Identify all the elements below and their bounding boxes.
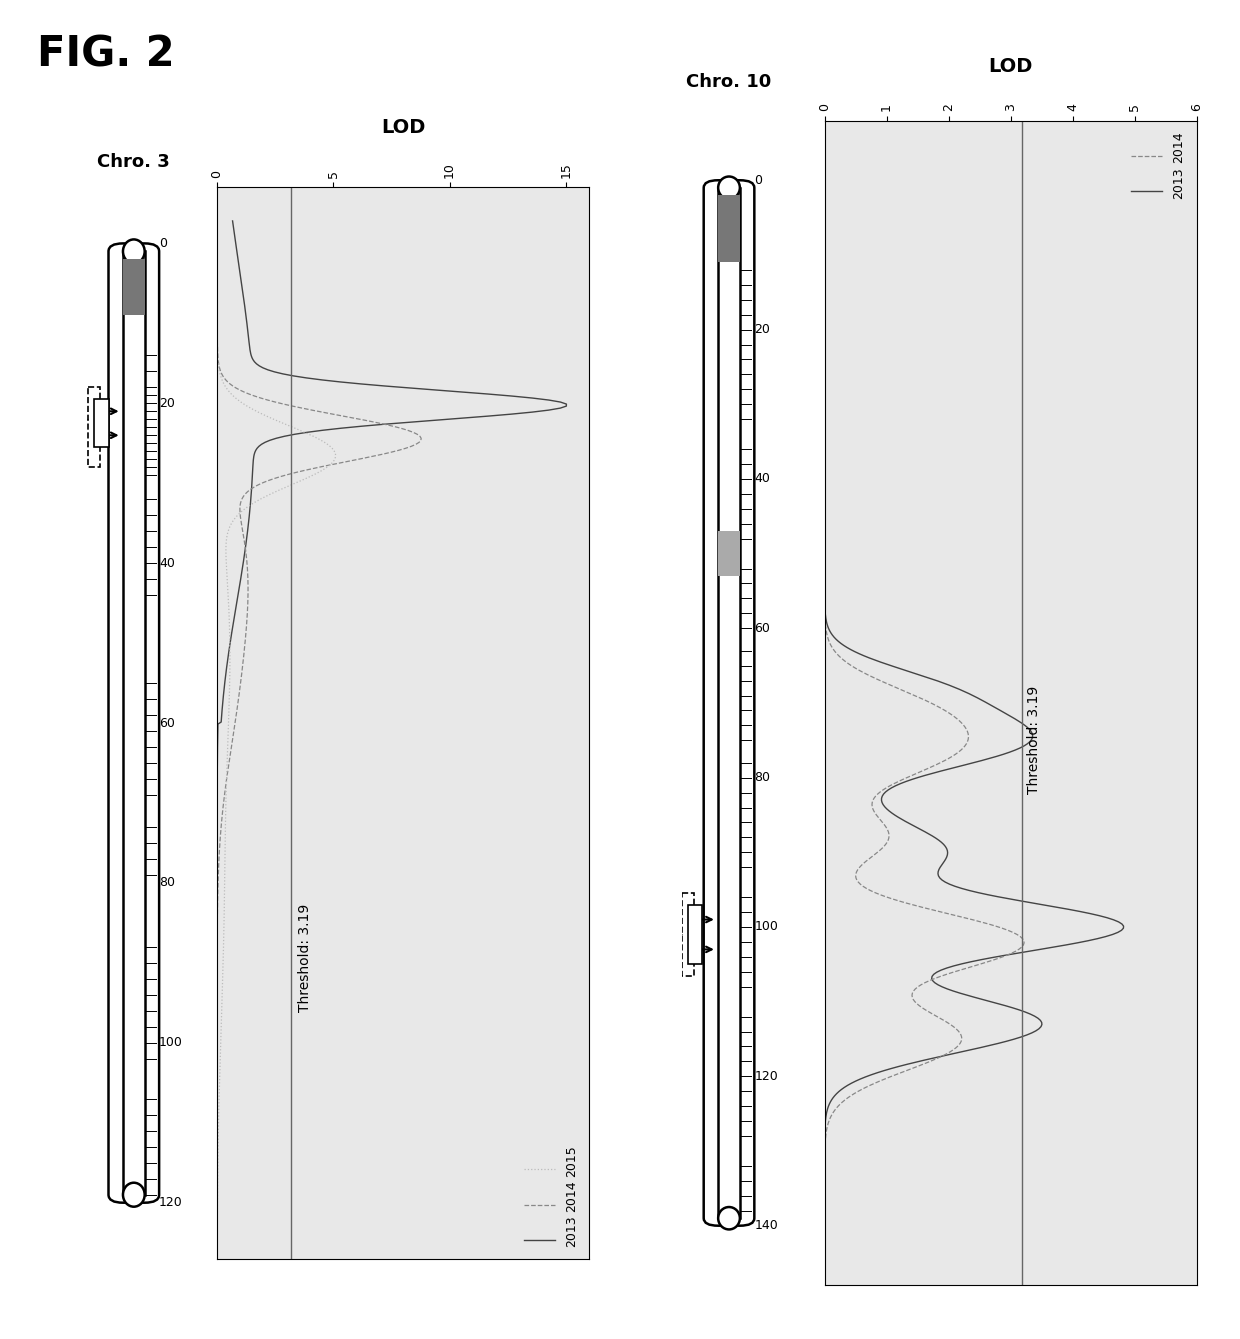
Text: Threshold: 3.19: Threshold: 3.19	[1028, 686, 1042, 794]
Text: LOD: LOD	[988, 56, 1033, 76]
Text: 20: 20	[754, 323, 770, 336]
Text: 100: 100	[754, 920, 779, 933]
Text: LOD: LOD	[381, 118, 425, 137]
Text: 80: 80	[754, 771, 770, 785]
FancyBboxPatch shape	[109, 244, 159, 1202]
Ellipse shape	[718, 177, 740, 200]
Text: 60: 60	[754, 621, 770, 635]
Text: 20: 20	[159, 396, 175, 410]
Text: 0: 0	[159, 237, 167, 250]
Text: FIG. 2: FIG. 2	[37, 33, 175, 75]
Ellipse shape	[718, 1206, 740, 1229]
Legend: 2015, 2014, 2013: 2015, 2014, 2013	[518, 1139, 583, 1252]
Bar	[718, 195, 740, 262]
Bar	[688, 905, 702, 964]
Ellipse shape	[123, 240, 145, 264]
Text: 120: 120	[159, 1196, 182, 1209]
Text: 40: 40	[159, 557, 175, 569]
Bar	[682, 893, 693, 976]
Bar	[94, 399, 109, 447]
Text: 0: 0	[754, 174, 763, 186]
Text: 100: 100	[159, 1036, 184, 1050]
Text: 80: 80	[159, 877, 175, 889]
Text: Chro. 3: Chro. 3	[98, 154, 170, 171]
Text: 40: 40	[754, 473, 770, 486]
Bar	[718, 532, 740, 576]
Text: Chro. 10: Chro. 10	[687, 72, 771, 91]
Ellipse shape	[123, 1182, 145, 1206]
Legend: 2014, 2013: 2014, 2013	[1126, 127, 1190, 204]
Text: 120: 120	[754, 1070, 777, 1083]
Text: 140: 140	[754, 1220, 777, 1232]
Bar	[88, 387, 100, 467]
FancyBboxPatch shape	[704, 181, 754, 1225]
Text: Threshold: 3.19: Threshold: 3.19	[298, 904, 312, 1011]
Text: 60: 60	[159, 716, 175, 730]
Bar	[123, 260, 145, 316]
